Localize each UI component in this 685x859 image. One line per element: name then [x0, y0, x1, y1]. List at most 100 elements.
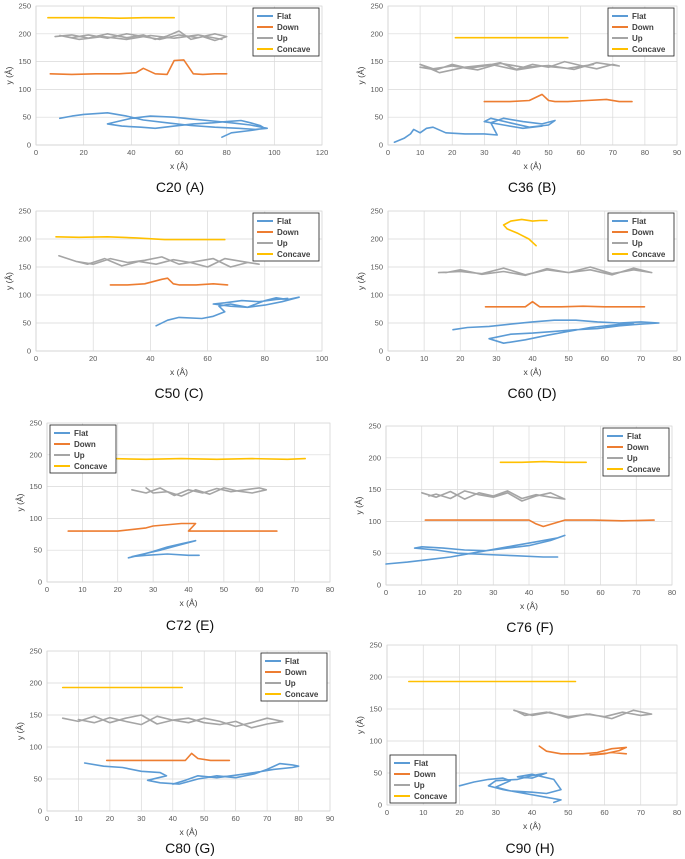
- series-line-concave: [55, 236, 226, 241]
- panel-caption: C76 (F): [506, 619, 553, 635]
- x-tick-label: 20: [89, 354, 97, 363]
- series-line-up: [420, 490, 566, 502]
- y-tick-label: 100: [370, 85, 383, 94]
- series-line-flat: [155, 296, 300, 327]
- x-tick-label: 40: [525, 588, 533, 597]
- x-tick-label: 80: [668, 588, 676, 597]
- x-axis-label: x (Å): [180, 598, 198, 608]
- series-line-concave: [499, 460, 588, 464]
- y-tick-label: 200: [18, 29, 31, 38]
- x-tick-label: 60: [175, 148, 183, 157]
- x-tick-label: 40: [528, 354, 536, 363]
- y-tick-label: 100: [18, 85, 31, 94]
- x-tick-label: 0: [45, 585, 49, 594]
- y-tick-label: 250: [18, 2, 31, 11]
- x-tick-label: 80: [261, 354, 269, 363]
- legend-entry-flat: Flat: [632, 12, 647, 21]
- x-tick-label: 50: [220, 585, 228, 594]
- legend-entry-flat: Flat: [414, 759, 429, 768]
- legend: Flat Down Up Concave: [49, 424, 117, 474]
- panel-caption: C90 (H): [505, 840, 554, 856]
- y-tick-label: 0: [377, 581, 381, 590]
- x-tick-label: 20: [79, 148, 87, 157]
- x-tick-label: 40: [184, 585, 192, 594]
- series-line-concave: [47, 16, 175, 20]
- x-tick-label: 120: [316, 148, 329, 157]
- series-line-flat: [452, 319, 660, 345]
- x-tick-label: 100: [316, 354, 329, 363]
- legend-entry-flat: Flat: [277, 217, 292, 226]
- y-axis-label: y (Å): [15, 722, 25, 740]
- legend-entry-down: Down: [277, 23, 299, 32]
- legend-entry-down: Down: [277, 228, 299, 237]
- legend-entry-down: Down: [414, 770, 436, 779]
- y-tick-label: 200: [18, 235, 31, 244]
- series-line-down: [67, 522, 278, 532]
- x-tick-label: 20: [455, 808, 463, 817]
- x-tick-label: 70: [632, 588, 640, 597]
- legend: Flat Down Up Concave: [252, 7, 320, 57]
- x-tick-label: 40: [512, 148, 520, 157]
- legend-entry-up: Up: [277, 34, 288, 43]
- x-tick-label: 10: [418, 588, 426, 597]
- x-tick-label: 30: [492, 808, 500, 817]
- x-tick-label: 20: [453, 588, 461, 597]
- x-tick-label: 80: [222, 148, 230, 157]
- y-tick-label: 200: [29, 450, 42, 459]
- legend-entry-up: Up: [632, 239, 643, 248]
- x-tick-label: 30: [149, 585, 157, 594]
- y-tick-label: 50: [23, 319, 31, 328]
- x-tick-label: 10: [419, 808, 427, 817]
- x-tick-label: 80: [673, 354, 681, 363]
- x-tick-label: 0: [385, 808, 389, 817]
- y-tick-label: 250: [368, 422, 381, 431]
- legend-entry-concave: Concave: [414, 792, 448, 801]
- panel-caption: C36 (B): [508, 179, 556, 195]
- y-tick-label: 0: [27, 347, 31, 356]
- plot-area-border: [387, 210, 678, 352]
- x-tick-label: 40: [528, 808, 536, 817]
- legend-entry-flat: Flat: [627, 432, 642, 441]
- y-tick-label: 150: [370, 57, 383, 66]
- legend-entry-down: Down: [627, 443, 649, 452]
- y-tick-label: 0: [38, 578, 42, 587]
- series-line-flat: [58, 112, 269, 138]
- series-line-down: [109, 277, 229, 286]
- series-line-down: [483, 93, 633, 103]
- x-tick-label: 60: [576, 148, 584, 157]
- y-tick-label: 100: [368, 517, 381, 526]
- series-line-down: [105, 752, 231, 762]
- plot-area-border: [35, 5, 323, 146]
- x-tick-label: 50: [200, 814, 208, 823]
- y-tick-label: 50: [34, 546, 42, 555]
- x-axis-label: x (Å): [170, 367, 188, 377]
- x-tick-label: 100: [268, 148, 281, 157]
- y-tick-label: 250: [29, 419, 42, 428]
- chart-c76-f: 0 50 100 150 200 250 0 10 20 30 40 50 60 70 80 x (Å) y (…: [354, 422, 676, 636]
- x-tick-label: 60: [596, 588, 604, 597]
- legend-entry-down: Down: [74, 440, 96, 449]
- y-tick-label: 250: [370, 207, 383, 216]
- chart-c20-a: 0 50 100 150 200 250 0 20 40 60 80 100 120 x (Å) y (Å)…: [4, 2, 328, 196]
- x-tick-label: 30: [489, 588, 497, 597]
- x-axis-label: x (Å): [520, 601, 538, 611]
- series-line-down: [484, 300, 646, 308]
- x-tick-label: 40: [146, 354, 154, 363]
- y-axis-label: y (Å): [4, 66, 14, 84]
- legend-entry-down: Down: [632, 228, 654, 237]
- x-axis-label: x (Å): [170, 161, 188, 171]
- y-tick-label: 200: [370, 235, 383, 244]
- y-tick-label: 100: [18, 291, 31, 300]
- x-tick-label: 40: [169, 814, 177, 823]
- x-axis-label: x (Å): [180, 827, 198, 837]
- plot-area-border: [35, 210, 323, 352]
- x-tick-label: 10: [74, 814, 82, 823]
- legend-entry-flat: Flat: [277, 12, 292, 21]
- series-line-flat: [458, 772, 562, 804]
- legend-entry-concave: Concave: [632, 250, 666, 259]
- y-tick-label: 50: [373, 549, 381, 558]
- y-tick-label: 0: [27, 141, 31, 150]
- y-axis-label: y (Å): [356, 66, 366, 84]
- chart-c36-b: 0 50 100 150 200 250 0 10 20 30 40 50 60 70 80 90 x (Å) y…: [356, 2, 681, 196]
- x-tick-label: 70: [637, 354, 645, 363]
